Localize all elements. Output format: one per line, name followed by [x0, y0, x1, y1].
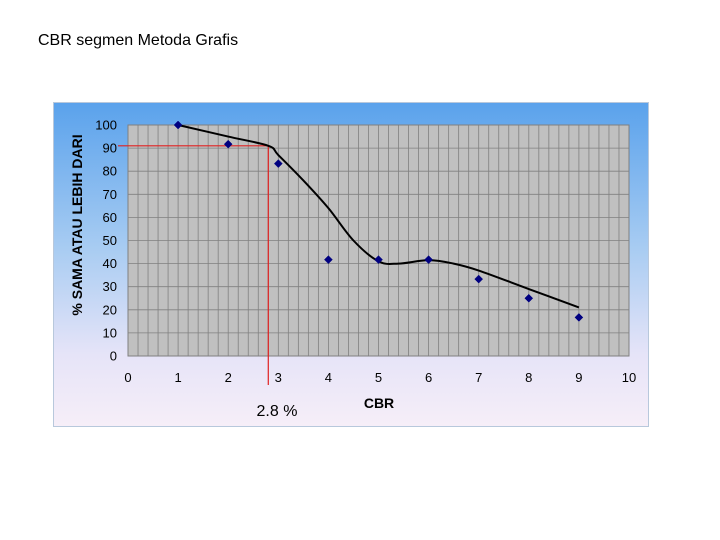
x-tick-label: 2 [225, 370, 232, 385]
y-tick-label: 70 [103, 187, 117, 202]
y-tick-label: 90 [103, 141, 117, 156]
x-tick-label: 3 [275, 370, 282, 385]
x-tick-label: 6 [425, 370, 432, 385]
x-axis-title: CBR [364, 395, 394, 411]
y-tick-label: 0 [110, 349, 117, 364]
y-axis-title: % SAMA ATAU LEBIH DARI [69, 134, 85, 315]
page-title: CBR segmen Metoda Grafis [38, 32, 239, 49]
y-tick-label: 100 [95, 118, 117, 133]
data-point [524, 293, 534, 303]
y-tick-label: 60 [103, 210, 117, 225]
x-tick-label: 9 [575, 370, 582, 385]
x-tick-label: 0 [124, 370, 131, 385]
data-point [574, 313, 584, 322]
x-tick-label: 10 [622, 370, 636, 385]
x-tick-label: 4 [325, 370, 332, 385]
data-point [474, 274, 484, 284]
x-tick-label: 7 [475, 370, 482, 385]
plot-border [127, 124, 630, 357]
y-tick-label: 40 [103, 256, 117, 271]
y-tick-label: 80 [103, 164, 117, 179]
x-tick-label: 8 [525, 370, 532, 385]
reference-annotation: 2.8 % [257, 403, 298, 420]
data-point [173, 120, 183, 130]
trendline [177, 124, 580, 309]
data-point [374, 255, 383, 265]
x-tick-label: 1 [174, 370, 181, 385]
x-tick-label: 5 [375, 370, 382, 385]
data-point [424, 255, 433, 265]
y-tick-label: 10 [103, 325, 117, 340]
y-tick-label: 20 [103, 302, 117, 317]
y-tick-label: 50 [103, 233, 117, 248]
y-tick-label: 30 [103, 279, 117, 294]
data-point [273, 159, 283, 168]
data-point [223, 139, 233, 149]
data-point [324, 255, 333, 265]
